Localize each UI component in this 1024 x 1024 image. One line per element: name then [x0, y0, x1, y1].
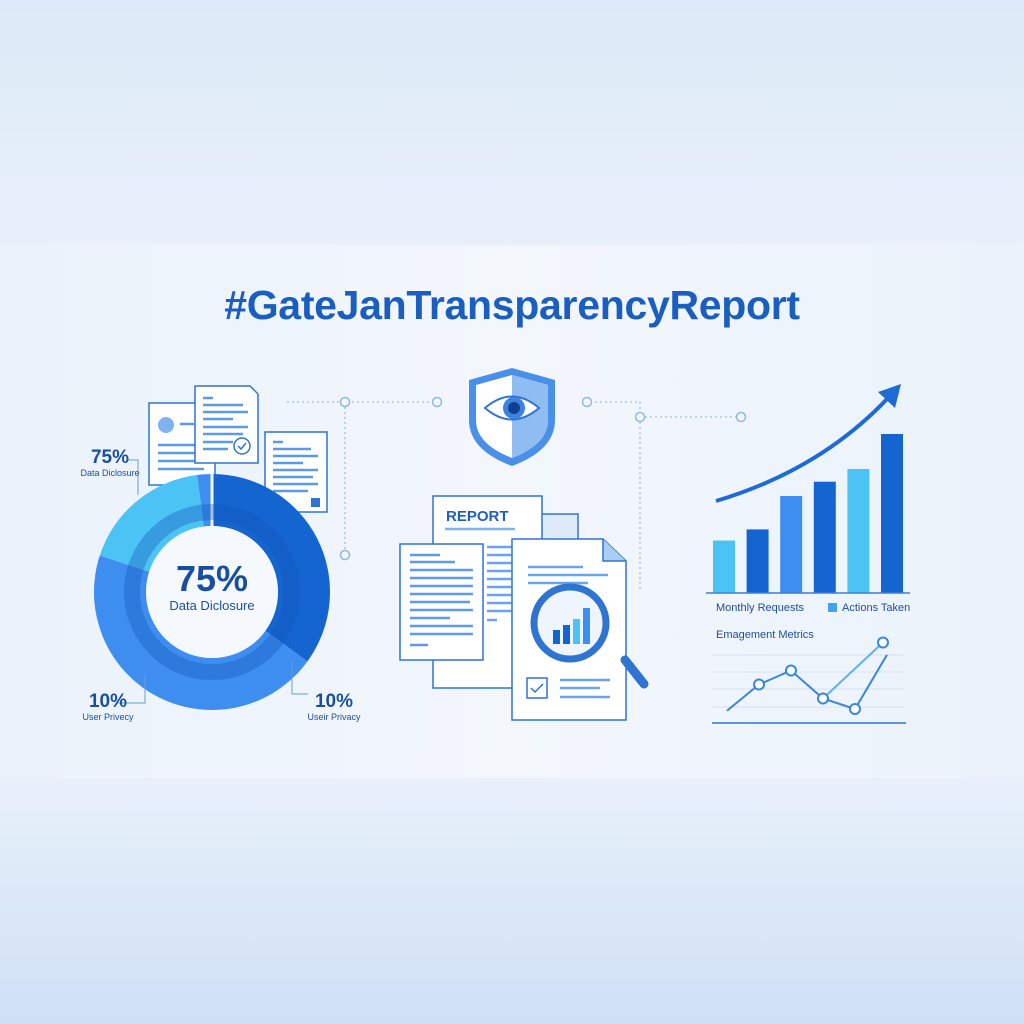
donut-chart [94, 472, 331, 710]
donut-center [146, 526, 278, 658]
legend-actions-taken: Actions Taken [842, 602, 911, 614]
callout-value: 75% [90, 447, 130, 468]
bar [746, 529, 769, 593]
connector-nodes [339, 396, 747, 561]
legend-swatch [828, 603, 837, 612]
callout-value: 10% [88, 691, 128, 712]
center-value: 75% [175, 558, 249, 599]
donut-inner-ring [124, 504, 300, 680]
trend-arrow [715, 396, 890, 503]
callout-label: User Privecy [82, 712, 134, 722]
line-series [726, 654, 888, 712]
bar [813, 481, 836, 593]
magnifier-icon [530, 583, 649, 689]
donut-center-label: 75% Data Diclosure [147, 558, 277, 614]
line-point [785, 664, 797, 677]
bar [881, 434, 903, 593]
line-chart [726, 636, 889, 715]
callout-bottom-left: 10% User Privecy [68, 692, 148, 723]
line-point [817, 692, 829, 705]
bar [780, 496, 803, 593]
line-point [877, 636, 889, 649]
callout-top-left: 75% Data Diclosure [70, 448, 150, 479]
page-title: #GateJanTransparencyReport [224, 282, 800, 328]
line-point [849, 703, 861, 715]
donut-segment [94, 555, 308, 710]
bar-chart [713, 434, 903, 593]
trend-arrow-head [878, 384, 901, 408]
donut-segment [212, 474, 331, 662]
donut-segment [197, 474, 212, 527]
center-label: Data Diclosure [169, 598, 255, 613]
connector-lines [287, 401, 740, 590]
donut-segment [99, 474, 204, 572]
callout-label: Useir Privacy [307, 712, 361, 722]
bar [713, 540, 735, 593]
callout-bottom-right: 10% Useir Privacy [294, 692, 374, 723]
callout-leaders [117, 459, 308, 704]
report-heading: REPORT [446, 508, 509, 525]
line-chart-title: Emagement Metrics [716, 629, 814, 641]
document-check-icon [194, 385, 259, 464]
line-chart-grid [712, 654, 904, 708]
callout-value: 10% [314, 691, 354, 712]
line-series [822, 641, 884, 700]
shield-eye-icon [469, 368, 555, 466]
callout-label: Data Diclosure [80, 468, 140, 478]
legend-monthly-requests: Monthly Requests [716, 602, 805, 614]
bar [847, 468, 870, 593]
line-point [753, 678, 765, 691]
